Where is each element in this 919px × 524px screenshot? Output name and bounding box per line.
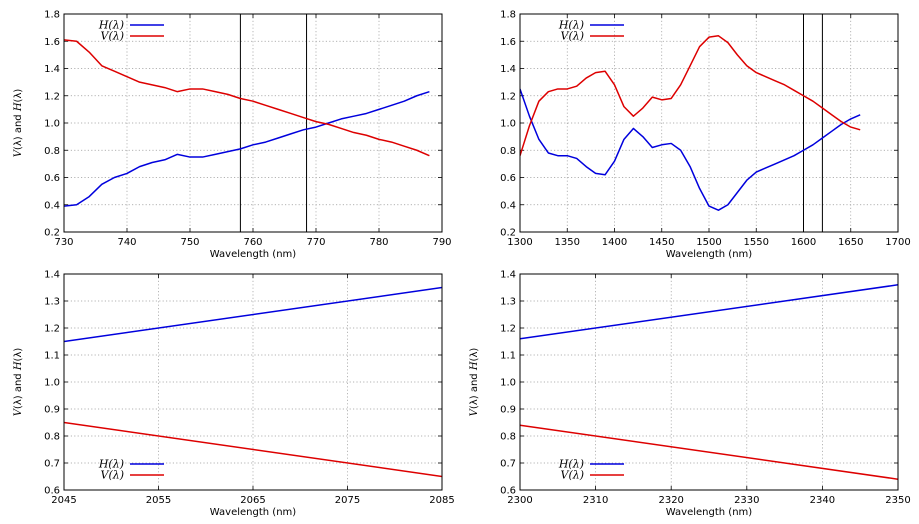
y-tick-label: 1.3 xyxy=(500,297,516,308)
plot-frame xyxy=(519,273,899,491)
y-tick-label: 1.6 xyxy=(44,37,60,48)
x-axis-label: Wavelength (nm) xyxy=(210,249,296,260)
legend-label: V(λ) xyxy=(561,469,585,482)
legend-label: H(λ) xyxy=(558,19,584,32)
plot-frame xyxy=(519,13,899,233)
x-axis-label: Wavelength (nm) xyxy=(210,507,296,518)
legend-label: H(λ) xyxy=(98,19,124,32)
series-line-h xyxy=(64,90,430,207)
x-tick-label: 2310 xyxy=(583,495,608,506)
y-tick-label: 1.0 xyxy=(44,378,60,389)
y-tick-label: 1.2 xyxy=(500,324,516,335)
y-tick-label: 0.7 xyxy=(44,459,60,470)
x-tick-label: 2330 xyxy=(734,495,759,506)
x-tick-label: 2075 xyxy=(335,495,360,506)
y-axis-label: V(λ) and H(λ) xyxy=(13,348,24,417)
y-tick-label: 0.6 xyxy=(44,486,60,497)
y-tick-label: 0.4 xyxy=(44,200,60,211)
x-tick-label: 2065 xyxy=(240,495,265,506)
chart-panel-4: 2300 2310 2320 2330 2340 2350 0.6 0.7 0.8 0.9 1.0 1… xyxy=(469,270,911,519)
y-tick-label: 1.1 xyxy=(500,351,516,362)
y-tick-label: 1.3 xyxy=(44,297,60,308)
y-tick-label: 0.6 xyxy=(44,173,60,184)
x-tick-label: 790 xyxy=(432,237,451,248)
x-tick-label: 1550 xyxy=(744,237,769,248)
x-tick-label: 1600 xyxy=(791,237,816,248)
plot-frame xyxy=(63,13,443,233)
y-tick-label: 0.2 xyxy=(500,228,516,239)
x-axis-label: Wavelength (nm) xyxy=(666,249,752,260)
series-line-v xyxy=(64,39,430,157)
x-tick-label: 750 xyxy=(180,237,199,248)
x-tick-label: 1350 xyxy=(555,237,580,248)
y-axis-label: V(λ) and H(λ) xyxy=(13,89,24,158)
y-tick-label: 1.8 xyxy=(500,10,516,21)
y-tick-label: 0.8 xyxy=(44,432,60,443)
chart-panel-3: 2045 2055 2065 2075 2085 0.6 0.7 0.8 0.9 1.0 1.1 1.… xyxy=(13,270,455,519)
y-tick-label: 0.9 xyxy=(500,405,516,416)
chart-panel-2: 1300 1350 1400 1450 1500 1550 1600 1650 1700 0.2 0… xyxy=(500,10,911,261)
legend-label: V(λ) xyxy=(101,469,125,482)
y-tick-label: 0.8 xyxy=(500,432,516,443)
legend-label: V(λ) xyxy=(561,30,585,43)
series-line-v xyxy=(520,424,898,480)
series-line-h xyxy=(64,286,442,343)
y-tick-label: 1.2 xyxy=(44,324,60,335)
y-tick-label: 0.9 xyxy=(44,405,60,416)
y-tick-label: 0.6 xyxy=(500,486,516,497)
x-tick-label: 1300 xyxy=(507,237,532,248)
y-tick-label: 1.0 xyxy=(500,378,516,389)
x-tick-label: 1500 xyxy=(696,237,721,248)
y-tick-label: 0.4 xyxy=(500,200,516,211)
x-tick-label: 760 xyxy=(243,237,262,248)
x-tick-label: 1450 xyxy=(649,237,674,248)
y-tick-label: 0.7 xyxy=(500,459,516,470)
x-tick-label: 730 xyxy=(54,237,73,248)
x-tick-label: 2340 xyxy=(810,495,835,506)
x-tick-label: 2045 xyxy=(51,495,76,506)
x-tick-label: 1700 xyxy=(885,237,910,248)
y-tick-label: 0.6 xyxy=(500,173,516,184)
plot-frame xyxy=(63,273,443,491)
series-line-v xyxy=(64,421,442,478)
y-tick-label: 0.8 xyxy=(500,146,516,157)
y-tick-label: 1.2 xyxy=(44,91,60,102)
legend-label: H(λ) xyxy=(558,458,584,471)
x-tick-label: 1650 xyxy=(838,237,863,248)
x-tick-label: 2085 xyxy=(429,495,454,506)
x-tick-label: 2055 xyxy=(146,495,171,506)
chart-panel-1: 730 740 750 760 770 780 790 0.2 0.4 0.6 0.8 1.0 1.2 1… xyxy=(13,10,452,261)
x-tick-label: 1400 xyxy=(602,237,627,248)
x-tick-label: 780 xyxy=(369,237,388,248)
x-axis-label: Wavelength (nm) xyxy=(666,507,752,518)
legend-label: V(λ) xyxy=(101,30,125,43)
y-tick-label: 0.8 xyxy=(44,146,60,157)
y-tick-label: 1.0 xyxy=(44,119,60,130)
y-tick-label: 1.6 xyxy=(500,37,516,48)
legend-label: H(λ) xyxy=(98,458,124,471)
y-axis-label: V(λ) and H(λ) xyxy=(469,348,480,417)
y-tick-label: 1.8 xyxy=(44,10,60,21)
y-tick-label: 1.4 xyxy=(44,270,60,281)
x-tick-label: 2300 xyxy=(507,495,532,506)
y-tick-label: 1.1 xyxy=(44,351,60,362)
y-tick-label: 0.2 xyxy=(44,228,60,239)
x-tick-label: 2320 xyxy=(658,495,683,506)
y-tick-label: 1.2 xyxy=(500,91,516,102)
x-tick-label: 770 xyxy=(306,237,325,248)
series-line-v xyxy=(520,35,861,156)
y-tick-label: 1.4 xyxy=(500,270,516,281)
y-tick-label: 1.4 xyxy=(44,64,60,75)
y-tick-label: 1.0 xyxy=(500,119,516,130)
x-tick-label: 2350 xyxy=(885,495,910,506)
x-tick-label: 740 xyxy=(117,237,136,248)
series-line-h xyxy=(520,284,898,340)
series-line-h xyxy=(520,88,861,211)
y-tick-label: 1.4 xyxy=(500,64,516,75)
